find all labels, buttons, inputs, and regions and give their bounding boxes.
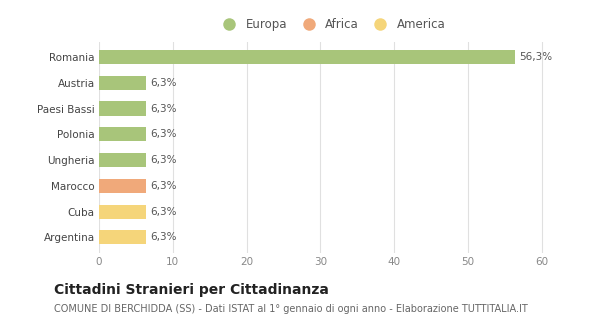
- Bar: [99, 204, 146, 219]
- Bar: [99, 101, 146, 116]
- Text: 6,3%: 6,3%: [150, 232, 176, 242]
- Text: 6,3%: 6,3%: [150, 104, 176, 114]
- Text: 56,3%: 56,3%: [519, 52, 552, 62]
- Legend: Europa, Africa, America: Europa, Africa, America: [218, 18, 445, 31]
- Bar: [99, 230, 146, 244]
- Bar: [99, 179, 146, 193]
- Text: 6,3%: 6,3%: [150, 207, 176, 217]
- Text: 6,3%: 6,3%: [150, 155, 176, 165]
- Text: 6,3%: 6,3%: [150, 129, 176, 139]
- Bar: [99, 153, 146, 167]
- Text: 6,3%: 6,3%: [150, 78, 176, 88]
- Bar: [99, 127, 146, 141]
- Bar: [99, 76, 146, 90]
- Text: Cittadini Stranieri per Cittadinanza: Cittadini Stranieri per Cittadinanza: [54, 283, 329, 297]
- Bar: [99, 50, 515, 64]
- Text: COMUNE DI BERCHIDDA (SS) - Dati ISTAT al 1° gennaio di ogni anno - Elaborazione : COMUNE DI BERCHIDDA (SS) - Dati ISTAT al…: [54, 304, 528, 314]
- Text: 6,3%: 6,3%: [150, 181, 176, 191]
